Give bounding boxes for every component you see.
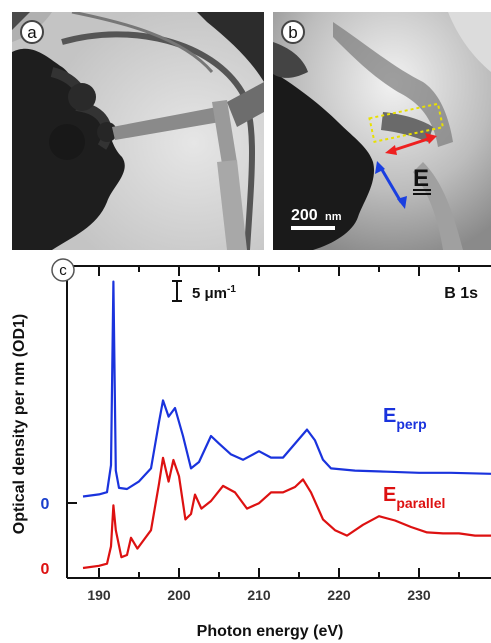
panel-a-label: a	[20, 20, 44, 44]
zero-labels: 00	[41, 496, 50, 578]
x-axis-title: Photon energy (eV)	[197, 623, 344, 640]
panel-a-micrograph: a	[12, 12, 264, 250]
x-tick-label: 200	[167, 587, 191, 603]
scale-bar-value: 200	[291, 207, 318, 224]
spectrum-chart: 190 200 210 220 230 c 5 μm-1 B 1s Eperp Epara…	[11, 258, 491, 640]
x-tick-label: 220	[327, 587, 351, 603]
axis-ticks: 190 200 210 220 230	[87, 266, 460, 603]
analysis-box	[368, 102, 445, 143]
zero-label-perp: 0	[41, 496, 50, 513]
panel-b-image: E 200 nm	[273, 12, 491, 250]
x-tick-label: 210	[247, 587, 271, 603]
series-parallel-line	[82, 456, 491, 570]
panel-c-badge	[51, 258, 75, 282]
plot-frame	[66, 265, 491, 579]
perp-arrow	[375, 161, 407, 209]
legend-parallel: Eparallel	[383, 484, 445, 511]
edge-label: B 1s	[444, 285, 478, 302]
scale-bar-unit: nm	[325, 211, 342, 223]
series-layer	[82, 280, 491, 570]
scale-label: 5 μm	[192, 285, 227, 302]
panel-b-micrograph: E 200 nm b	[273, 12, 491, 250]
x-tick-label: 190	[87, 587, 111, 603]
svg-text:5 μm-1: 5 μm-1	[192, 284, 236, 302]
panel-b-label: b	[281, 20, 305, 44]
panel-c-label: c	[59, 262, 67, 279]
legend: Eperp Eparallel	[383, 405, 445, 511]
zero-label-parallel: 0	[41, 561, 50, 578]
field-label: E	[413, 165, 429, 192]
series-perp-line	[82, 280, 491, 498]
scale-indicator: 5 μm-1	[172, 280, 236, 302]
panel-a-image	[12, 12, 264, 250]
parallel-arrow	[385, 133, 437, 155]
y-axis-title: Optical density per nm (OD1)	[11, 314, 28, 534]
x-tick-label: 230	[407, 587, 431, 603]
scale-label-sup: -1	[227, 284, 236, 295]
scale-bar	[291, 226, 335, 230]
legend-perp: Eperp	[383, 405, 427, 432]
